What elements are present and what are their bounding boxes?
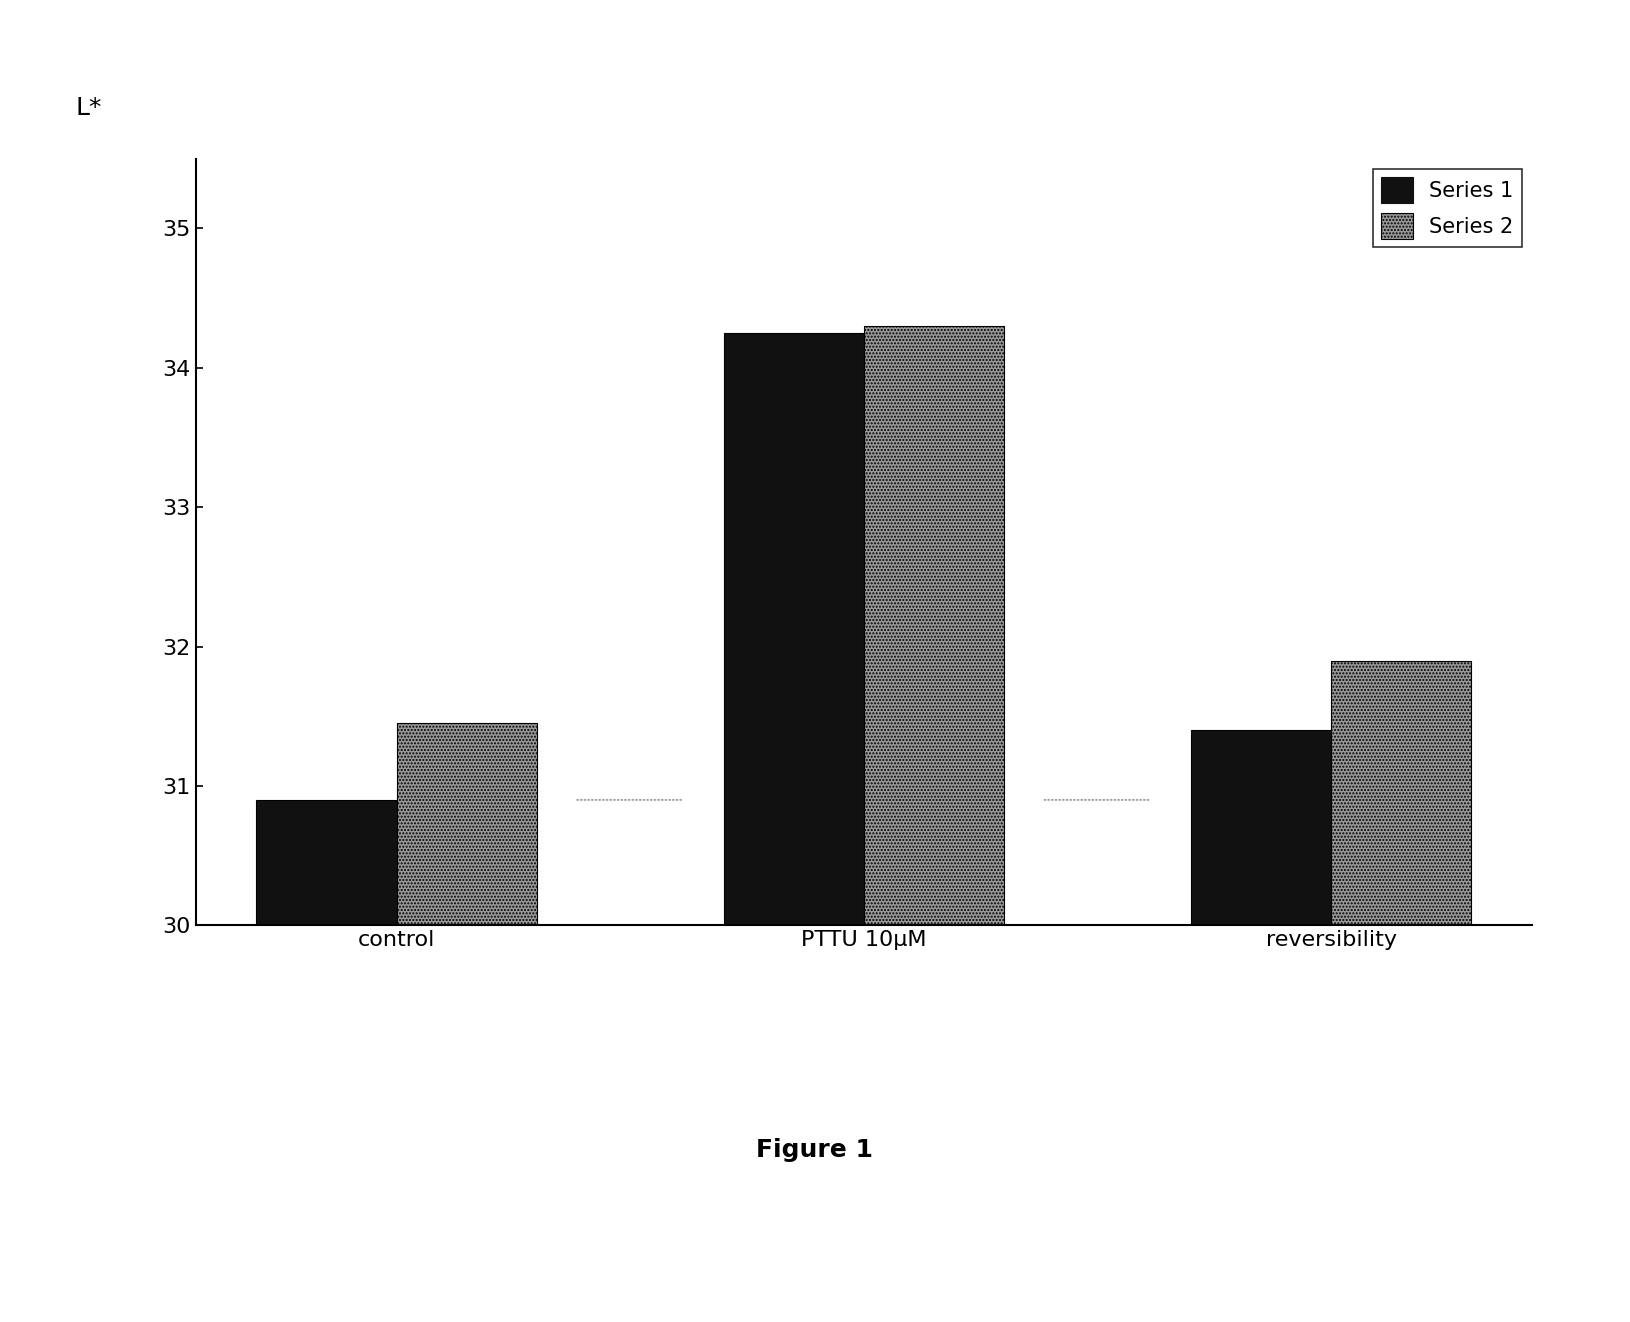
- Legend: Series 1, Series 2: Series 1, Series 2: [1372, 169, 1522, 247]
- Bar: [256, 800, 396, 925]
- Bar: [396, 723, 536, 925]
- Bar: [864, 327, 1004, 925]
- Bar: [724, 333, 864, 925]
- Bar: [1192, 730, 1332, 925]
- Bar: [1332, 661, 1472, 925]
- Text: L*: L*: [75, 97, 101, 120]
- Text: Figure 1: Figure 1: [756, 1138, 874, 1162]
